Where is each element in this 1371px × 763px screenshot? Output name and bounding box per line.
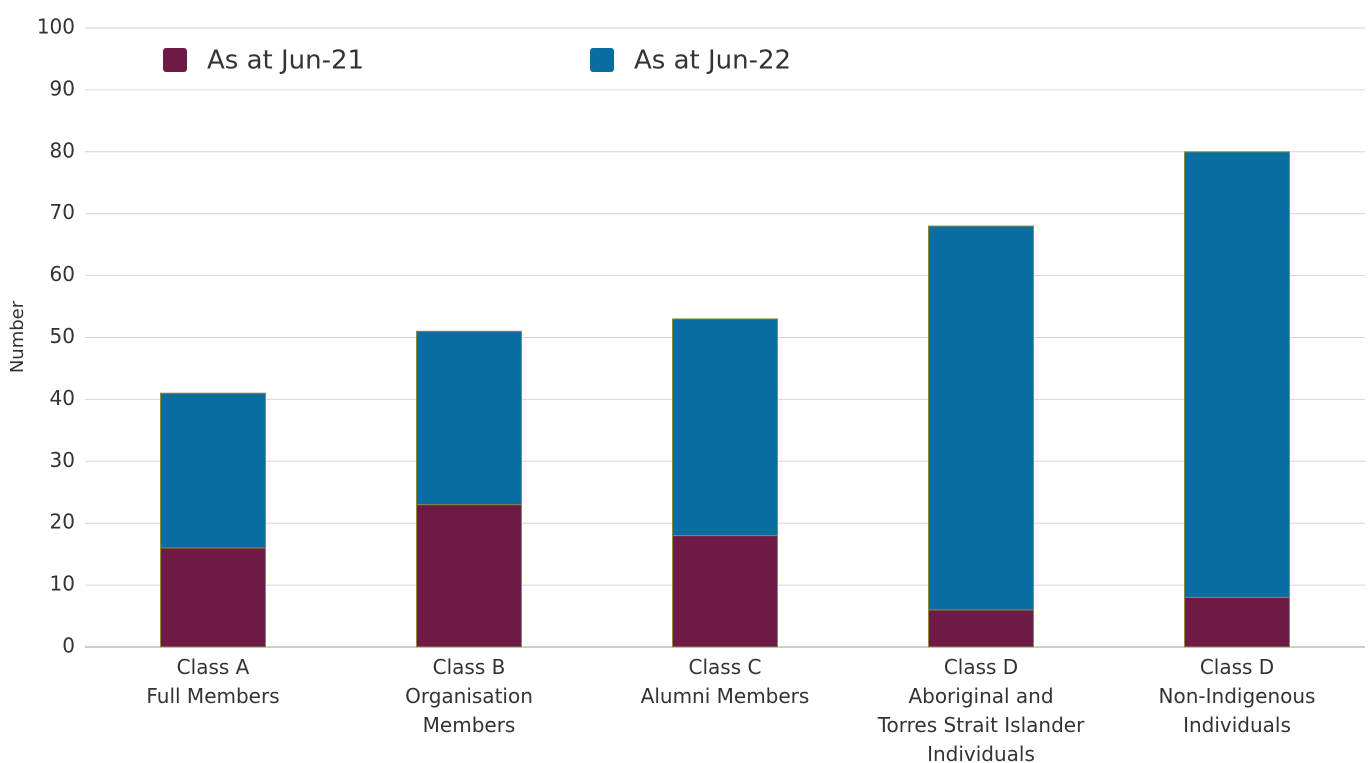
bar [1184,151,1290,598]
bar [928,225,1034,611]
bar [928,609,1034,648]
y-tick-label: 90 [50,76,75,100]
y-tick-label: 60 [50,262,75,286]
y-tick-label: 30 [50,448,75,472]
bar [416,330,522,506]
x-tick-label: Class D Aboriginal and Torres Strait Isl… [877,655,1085,763]
x-tick-label: Class D Non-Indigenous Individuals [1158,655,1316,737]
y-tick-label: 80 [50,138,75,162]
bar [672,318,778,537]
y-tick-label: 70 [50,200,75,224]
x-tick-label: Class A Full Members [146,655,280,708]
legend-swatch [163,48,187,72]
y-tick-label: 20 [50,510,75,534]
y-tick-label: 10 [50,572,75,596]
y-tick-label: 50 [50,324,75,348]
legend-label: As at Jun-22 [634,46,791,76]
bar [160,547,266,648]
y-tick-label: 100 [37,15,75,39]
y-tick-label: 40 [50,386,75,410]
bar [160,392,266,549]
bar [416,504,522,648]
x-tick-label: Class C Alumni Members [640,655,810,708]
x-tick-label: Class B Organisation Members [405,655,533,737]
y-axis-label: Number [7,300,28,373]
y-tick-label: 0 [62,634,75,658]
bar [672,535,778,648]
bar [1184,596,1290,648]
legend-label: As at Jun-21 [207,46,364,76]
legend-swatch [590,48,614,72]
